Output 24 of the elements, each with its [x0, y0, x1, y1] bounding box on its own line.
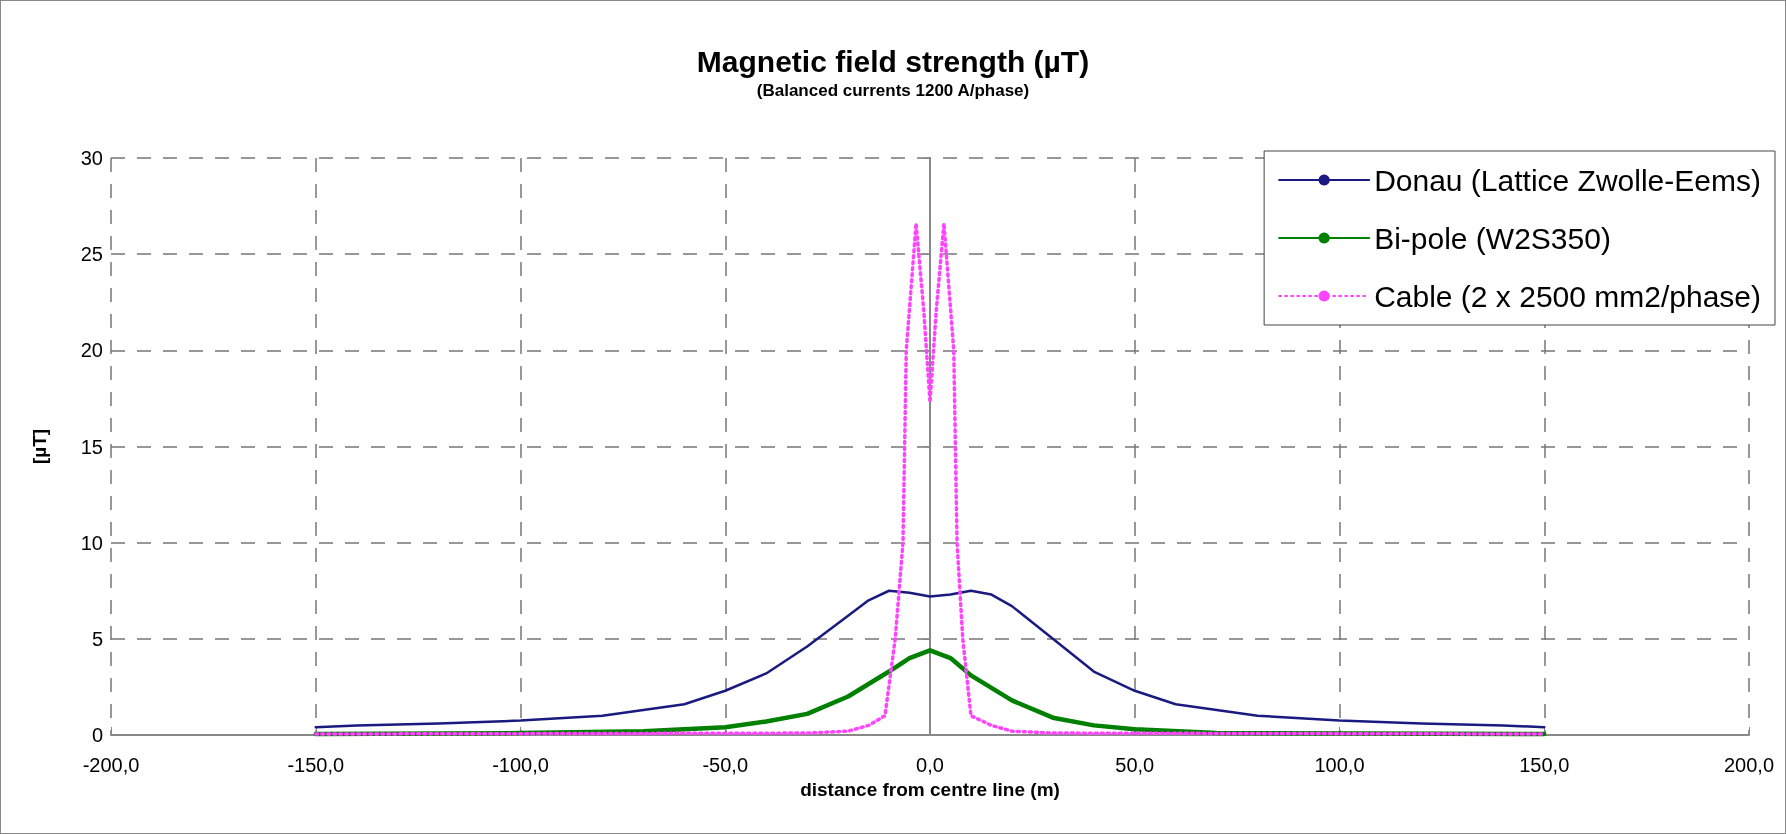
x-tick-label: -200,0 [82, 754, 140, 776]
legend-label: Bi-pole (W2S350) [1374, 221, 1611, 255]
x-tick-label: -100,0 [492, 754, 549, 776]
x-tick-label: -150,0 [287, 754, 345, 776]
legend-label: Donau (Lattice Zwolle-Eems) [1374, 163, 1761, 197]
x-tick-label: -50,0 [702, 754, 749, 776]
y-tick-label: 30 [80, 147, 103, 169]
x-tick-label: 100,0 [1314, 754, 1365, 776]
y-tick-label: 20 [80, 339, 103, 362]
x-axis-title: distance from centre line (m) [800, 778, 1060, 800]
y-tick-label: 25 [80, 243, 103, 266]
x-tick-label: 50,0 [1115, 754, 1155, 776]
y-tick-label: 10 [80, 531, 103, 554]
legend-label: Cable (2 x 2500 mm2/phase) [1374, 279, 1762, 313]
y-tick-label: 5 [91, 627, 103, 650]
y-tick-label: 0 [91, 724, 103, 746]
y-tick-label: 15 [80, 435, 103, 458]
x-tick-label: 150,0 [1519, 754, 1570, 776]
y-axis-title: [µT] [29, 428, 50, 465]
line-series [314, 589, 1546, 729]
x-tick-label: 0,0 [916, 754, 944, 776]
chart-subtitle: (Balanced currents 1200 A/phase) [756, 81, 1030, 100]
x-tick-label: 200,0 [1723, 754, 1775, 776]
chart-title: Magnetic field strength (µT) [696, 44, 1090, 78]
